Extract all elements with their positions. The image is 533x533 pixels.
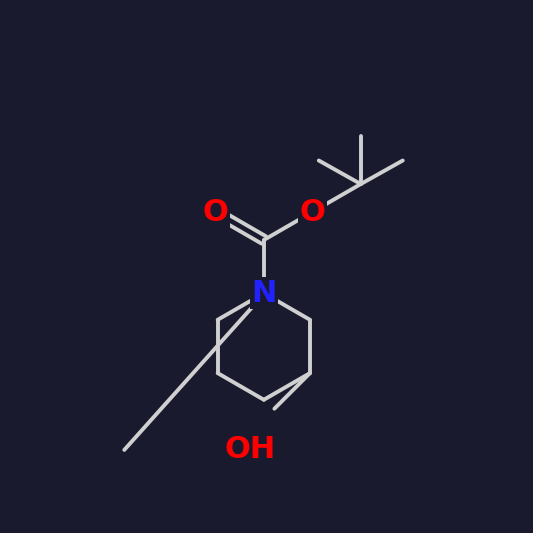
Text: O: O: [300, 198, 325, 227]
Text: O: O: [203, 198, 228, 227]
Text: OH: OH: [225, 435, 276, 464]
Text: N: N: [251, 279, 277, 308]
